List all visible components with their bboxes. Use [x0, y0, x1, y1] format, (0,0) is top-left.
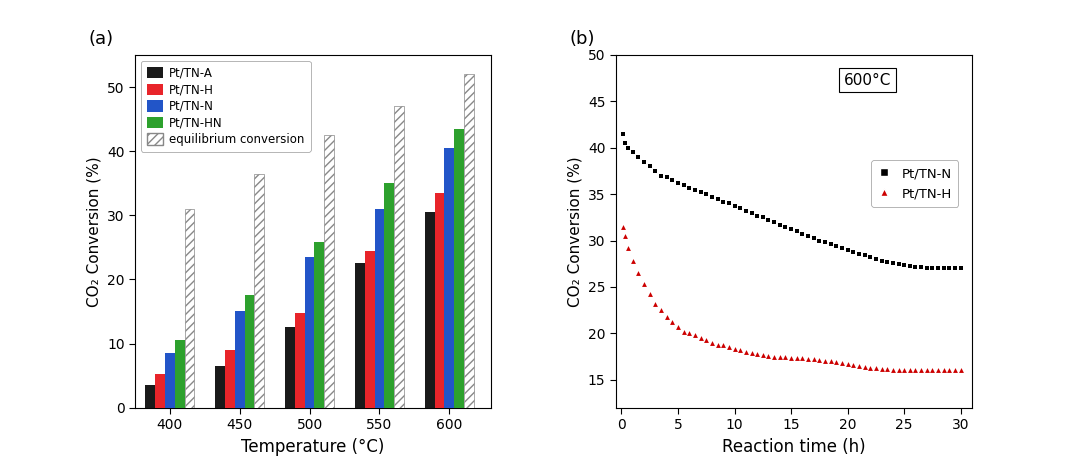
X-axis label: Temperature (°C): Temperature (°C)	[242, 437, 384, 456]
Legend: Pt/TN-A, Pt/TN-H, Pt/TN-N, Pt/TN-HN, equilibrium conversion: Pt/TN-A, Pt/TN-H, Pt/TN-N, Pt/TN-HN, equ…	[140, 61, 311, 152]
Bar	[285, 327, 295, 408]
Text: (a): (a)	[89, 30, 113, 48]
Bar	[324, 135, 334, 408]
Bar	[375, 209, 384, 408]
Bar	[305, 257, 314, 408]
Bar	[365, 251, 375, 408]
Bar	[424, 212, 434, 408]
Legend: Pt/TN-N, Pt/TN-H: Pt/TN-N, Pt/TN-H	[872, 160, 958, 207]
Y-axis label: CO₂ Conversion (%): CO₂ Conversion (%)	[86, 156, 102, 306]
Bar	[255, 174, 265, 408]
Text: (b): (b)	[569, 30, 595, 48]
Bar	[225, 350, 234, 408]
Bar	[455, 129, 464, 408]
Y-axis label: CO₂ Conversion (%): CO₂ Conversion (%)	[567, 156, 582, 306]
Bar	[165, 353, 175, 408]
Bar	[245, 295, 255, 408]
Bar	[434, 193, 444, 408]
Bar	[295, 313, 305, 408]
Bar	[355, 263, 365, 408]
Bar	[215, 366, 225, 408]
Bar	[464, 74, 474, 408]
Bar	[146, 385, 156, 408]
Text: 600°C: 600°C	[843, 73, 891, 87]
Bar	[156, 374, 165, 408]
Bar	[394, 106, 404, 408]
Bar	[175, 340, 185, 408]
X-axis label: Reaction time (h): Reaction time (h)	[723, 437, 866, 456]
Bar	[234, 311, 245, 408]
Bar	[314, 242, 324, 408]
Bar	[444, 148, 455, 408]
Bar	[185, 209, 194, 408]
Bar	[384, 183, 394, 408]
